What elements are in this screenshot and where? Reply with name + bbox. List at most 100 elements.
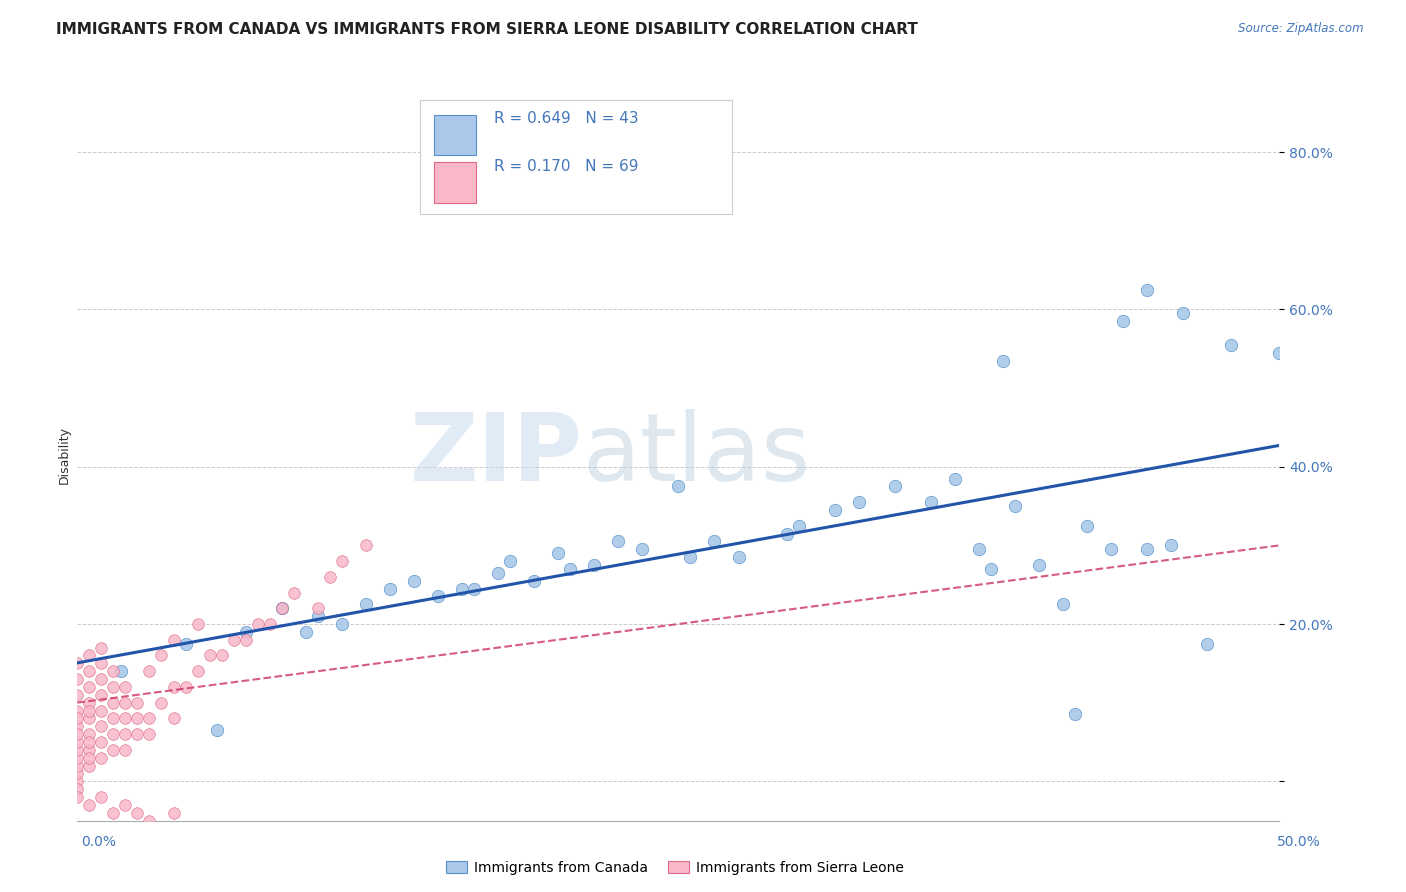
Point (90, 657, 112, 671)
Point (451, 582, 474, 596)
Point (79, 758, 101, 772)
Point (66, 735, 89, 749)
Point (294, 624, 316, 639)
Point (90, 640, 112, 655)
Point (259, 617, 281, 632)
Point (402, 574, 425, 588)
Point (283, 585, 305, 599)
Text: R = 0.170   N = 69: R = 0.170 N = 69 (495, 159, 638, 174)
Point (186, 664, 209, 678)
Text: R = 0.649   N = 43: R = 0.649 N = 43 (495, 112, 640, 126)
Bar (434, 162, 477, 202)
Point (1076, 518, 1098, 533)
Point (427, 590, 450, 604)
Point (66, 758, 89, 772)
Point (79, 648, 101, 663)
Point (1136, 283, 1159, 297)
Point (1099, 542, 1122, 557)
Point (66, 688, 89, 702)
Point (90, 719, 112, 733)
Point (246, 617, 269, 632)
Point (66, 719, 89, 733)
Point (66, 790, 89, 805)
Point (1197, 637, 1219, 651)
Bar (434, 115, 477, 155)
Point (1136, 542, 1159, 557)
Point (547, 546, 569, 560)
Point (127, 805, 149, 820)
Point (66, 704, 89, 718)
Point (222, 632, 245, 647)
Point (631, 542, 654, 557)
Point (138, 814, 160, 828)
Point (1004, 499, 1026, 513)
Point (79, 797, 101, 812)
Point (90, 790, 112, 805)
Point (186, 617, 209, 632)
Point (523, 574, 546, 588)
Point (79, 711, 101, 725)
Point (127, 711, 149, 725)
Point (90, 688, 112, 702)
Point (66, 750, 89, 764)
Point (775, 526, 797, 541)
Point (66, 727, 89, 741)
Point (114, 711, 136, 725)
Point (1173, 306, 1195, 320)
Point (330, 617, 353, 632)
Point (991, 353, 1014, 368)
Point (1160, 538, 1182, 552)
Point (378, 582, 401, 596)
Text: ZIP: ZIP (409, 409, 582, 501)
Point (103, 680, 125, 694)
Point (211, 648, 233, 663)
Text: 50.0%: 50.0% (1277, 835, 1320, 848)
Point (66, 766, 89, 780)
Point (138, 711, 160, 725)
Point (307, 601, 329, 615)
Point (463, 582, 485, 596)
Point (354, 538, 377, 552)
Point (1112, 314, 1135, 328)
Point (103, 696, 125, 710)
Point (66, 711, 89, 725)
Point (66, 672, 89, 686)
Point (980, 562, 1002, 576)
Point (270, 601, 292, 615)
Point (205, 723, 228, 738)
Point (1028, 558, 1050, 572)
Text: Source: ZipAtlas.com: Source: ZipAtlas.com (1239, 22, 1364, 36)
Point (79, 750, 101, 764)
Point (103, 711, 125, 725)
Point (110, 664, 132, 678)
Point (319, 570, 342, 584)
Point (307, 609, 329, 624)
Point (114, 797, 136, 812)
Text: 0.0%: 0.0% (82, 835, 117, 848)
Point (79, 735, 101, 749)
Point (607, 534, 630, 549)
Point (162, 632, 184, 647)
Point (967, 542, 990, 557)
Point (943, 471, 966, 485)
Point (150, 696, 173, 710)
Point (127, 696, 149, 710)
Point (560, 562, 582, 576)
Point (848, 495, 870, 509)
Point (162, 805, 184, 820)
Point (499, 554, 522, 568)
Point (114, 680, 136, 694)
Point (668, 479, 690, 493)
Legend: Immigrants from Canada, Immigrants from Sierra Leone: Immigrants from Canada, Immigrants from … (440, 855, 910, 880)
Point (727, 550, 749, 565)
Point (174, 680, 197, 694)
Point (103, 805, 125, 820)
Point (79, 704, 101, 718)
Point (138, 664, 160, 678)
Point (90, 750, 112, 764)
Point (66, 774, 89, 789)
Point (1064, 707, 1087, 722)
Point (90, 735, 112, 749)
Point (787, 518, 810, 533)
Point (79, 696, 101, 710)
